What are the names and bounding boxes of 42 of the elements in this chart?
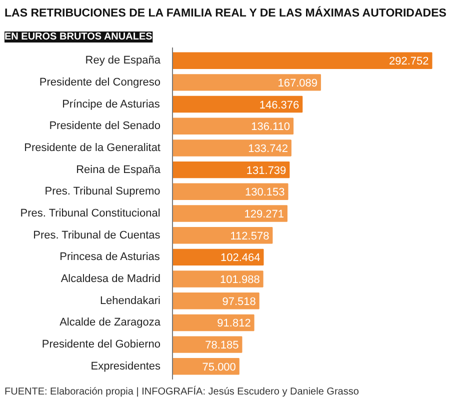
y-tick-label: Rey de España [85,54,162,67]
data-label: 102.464 [220,252,260,264]
y-tick-label: Alcaldesa de Madrid [60,273,161,286]
bar [172,96,303,113]
data-label: 131.739 [246,164,286,177]
y-tick-label: Presidente de la Generalitat [24,142,161,154]
y-tick-label: Alcalde de Zaragoza [60,316,162,329]
data-label: 75.000 [202,361,236,374]
y-tick-label: Pres. Tribunal de Cuentas [33,229,161,242]
source-note: FUENTE: Elaboración propia | INFOGRAFÍA: Jesús Escudero y Daniele Grasso [4,386,360,398]
data-label: 101.988 [220,274,260,286]
bar [172,183,288,200]
data-label: 97.518 [222,296,256,308]
bar [172,140,292,156]
data-label: 91.812 [217,318,251,330]
data-label: 136.110 [251,121,290,134]
y-tick-label: Lehendakari [100,294,161,307]
y-tick-label: Expresidentes [90,360,161,372]
y-tick-label: Princesa de Asturias [60,251,160,264]
chart-title: LAS RETRIBUCIONES DE LA FAMILIA REAL Y DE LAS MÁXIMAS AUTORIDADES [4,6,447,20]
bar [172,52,432,69]
data-label: 78.185 [205,340,239,352]
bar [172,270,264,288]
bar [172,118,294,134]
data-label: 292.752 [388,56,429,68]
y-tick-label: Presidente del Gobierno [42,338,161,351]
y-tick-label: Pres. Tribunal Supremo [44,186,160,198]
y-tick-label: Pres. Tribunal Constitucional [20,208,160,220]
text: EN EUROS BRUTOS ANUALES [4,32,153,42]
bar [172,205,288,222]
data-label: 167.089 [278,77,318,90]
bar [172,74,321,91]
y-tick-label: Reina de España [76,164,162,176]
data-label: 130.153 [245,186,285,199]
bar [172,161,290,178]
y-tick-label: Presidente del Congreso [39,76,161,88]
y-tick-label: Príncipe de Asturias [62,98,160,110]
y-tick-label: Presidente del Senado [49,120,161,132]
data-label: 112.578 [230,230,270,242]
data-label: 133.742 [248,142,288,155]
data-label: 129.271 [244,208,284,220]
data-label: 146.376 [259,99,300,112]
